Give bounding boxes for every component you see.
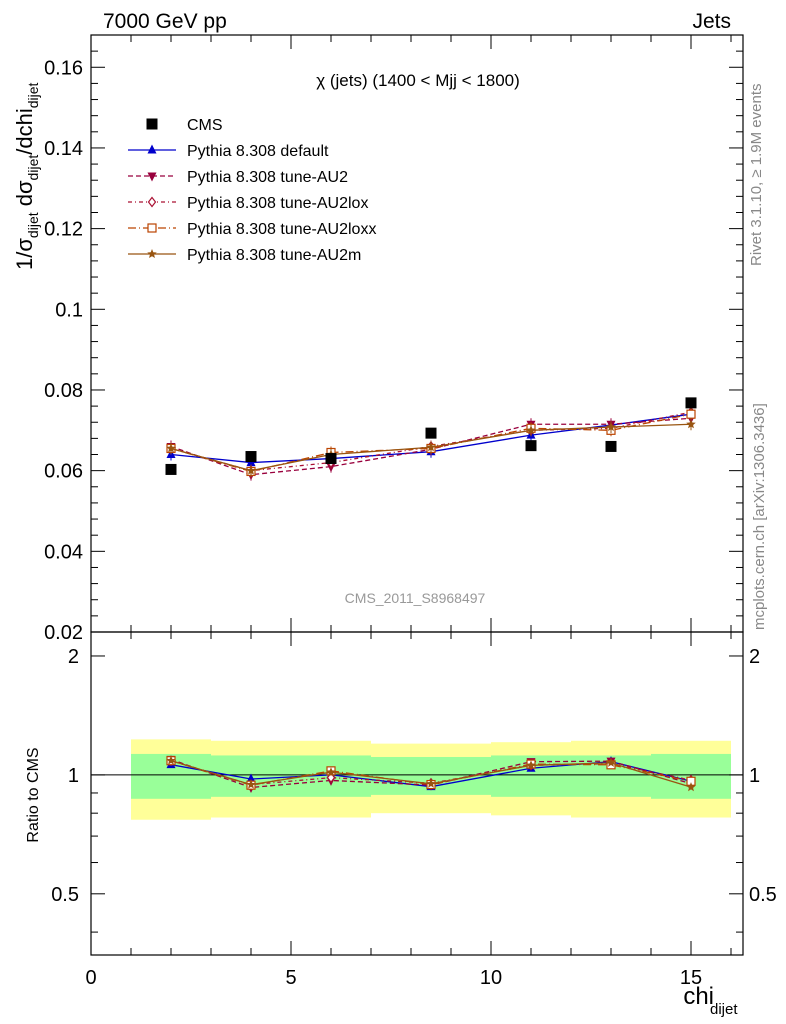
legend-label: Pythia 8.308 tune-AU2 <box>187 169 348 186</box>
series-point <box>426 442 436 452</box>
data-point <box>685 397 697 409</box>
x-tick-label: 0 <box>85 967 96 989</box>
y-tick-label-main: 0.08 <box>44 380 83 402</box>
legend-marker <box>147 172 157 182</box>
data-point <box>245 451 257 463</box>
y-axis-label-main: 1/σdijet dσdijet/dchidijet <box>12 82 41 270</box>
y-tick-label-ratio-right: 0.5 <box>749 884 777 906</box>
ratio-point <box>686 782 696 792</box>
x-tick-label: 10 <box>480 967 502 989</box>
legend-marker <box>146 118 158 130</box>
x-axis-label-main: chi <box>683 983 714 1010</box>
y-tick-label-main: 0.12 <box>44 219 83 241</box>
series-point <box>686 419 696 429</box>
y-tick-label-main: 0.06 <box>44 461 83 483</box>
series-point <box>686 409 696 419</box>
legend-marker <box>147 196 157 208</box>
ratio-axes: 0.5 0.5 1 1 2 2 0 5 10 15 <box>51 631 777 989</box>
y-tick-label-ratio: 0.5 <box>51 884 79 906</box>
series-point <box>246 465 256 475</box>
ratio-frame <box>90 631 744 956</box>
legend-marker <box>147 223 157 233</box>
watermark: CMS_2011_S8968497 <box>345 590 486 606</box>
series-point <box>606 422 616 432</box>
series-point <box>166 443 176 453</box>
y-tick-label-main: 0.04 <box>44 541 83 563</box>
legend-label: Pythia 8.308 default <box>187 143 329 160</box>
chart-title: χ (jets) (1400 < Mjj < 1800) <box>316 71 520 90</box>
ratio-point <box>606 757 616 767</box>
legend-label: Pythia 8.308 tune-AU2lox <box>187 195 368 212</box>
ratio-point <box>246 773 256 783</box>
legend: CMS Pythia 8.308 default Pythia 8.308 tune… <box>128 117 376 264</box>
header-left: 7000 GeV pp <box>103 10 227 33</box>
data-point <box>425 427 437 439</box>
x-tick-label: 5 <box>285 967 296 989</box>
main-axes: 0.02 0.04 0.06 0.08 0.1 0.12 0.14 0.16 <box>44 34 744 644</box>
y-tick-label-main: 0.16 <box>44 57 83 79</box>
mcplots-label: mcplots.cern.ch [arXiv:1306.3436] <box>751 403 768 630</box>
x-axis-label-sub: dijet <box>710 1001 738 1018</box>
data-point <box>605 440 617 452</box>
x-axis-label: chi <box>683 983 714 1010</box>
header-right: Jets <box>692 10 731 33</box>
y-axis-label-ratio: Ratio to CMS <box>25 747 42 842</box>
series-layer <box>165 397 697 794</box>
ratio-point <box>246 779 256 789</box>
ratio-point <box>426 778 436 788</box>
data-point <box>325 453 337 465</box>
y-tick-label-ratio: 2 <box>68 646 79 668</box>
y-tick-label-main: 0.14 <box>44 138 83 160</box>
y-tick-label-main: 0.02 <box>44 622 83 644</box>
series-4 <box>166 418 696 792</box>
legend-label: Pythia 8.308 tune-AU2m <box>187 247 361 264</box>
ratio-point <box>526 760 536 770</box>
rivet-label: Rivet 3.1.10, ≥ 1.9M events <box>748 84 765 267</box>
x-tick-label: 15 <box>680 967 702 989</box>
ratio-point <box>326 767 336 777</box>
legend-label: CMS <box>187 117 223 134</box>
data-series <box>165 397 697 475</box>
y-tick-label-ratio: 1 <box>68 765 79 787</box>
legend-label: Pythia 8.308 tune-AU2loxx <box>187 221 376 238</box>
ratio-point <box>166 755 176 765</box>
legend-marker <box>147 249 157 259</box>
y-tick-label-main: 0.1 <box>55 299 83 321</box>
data-point <box>165 463 177 475</box>
legend-marker <box>147 144 157 154</box>
y-tick-label-ratio-right: 2 <box>749 646 760 668</box>
series-point <box>526 425 536 435</box>
y-tick-label-ratio-right: 1 <box>749 765 760 787</box>
data-point <box>525 440 537 452</box>
